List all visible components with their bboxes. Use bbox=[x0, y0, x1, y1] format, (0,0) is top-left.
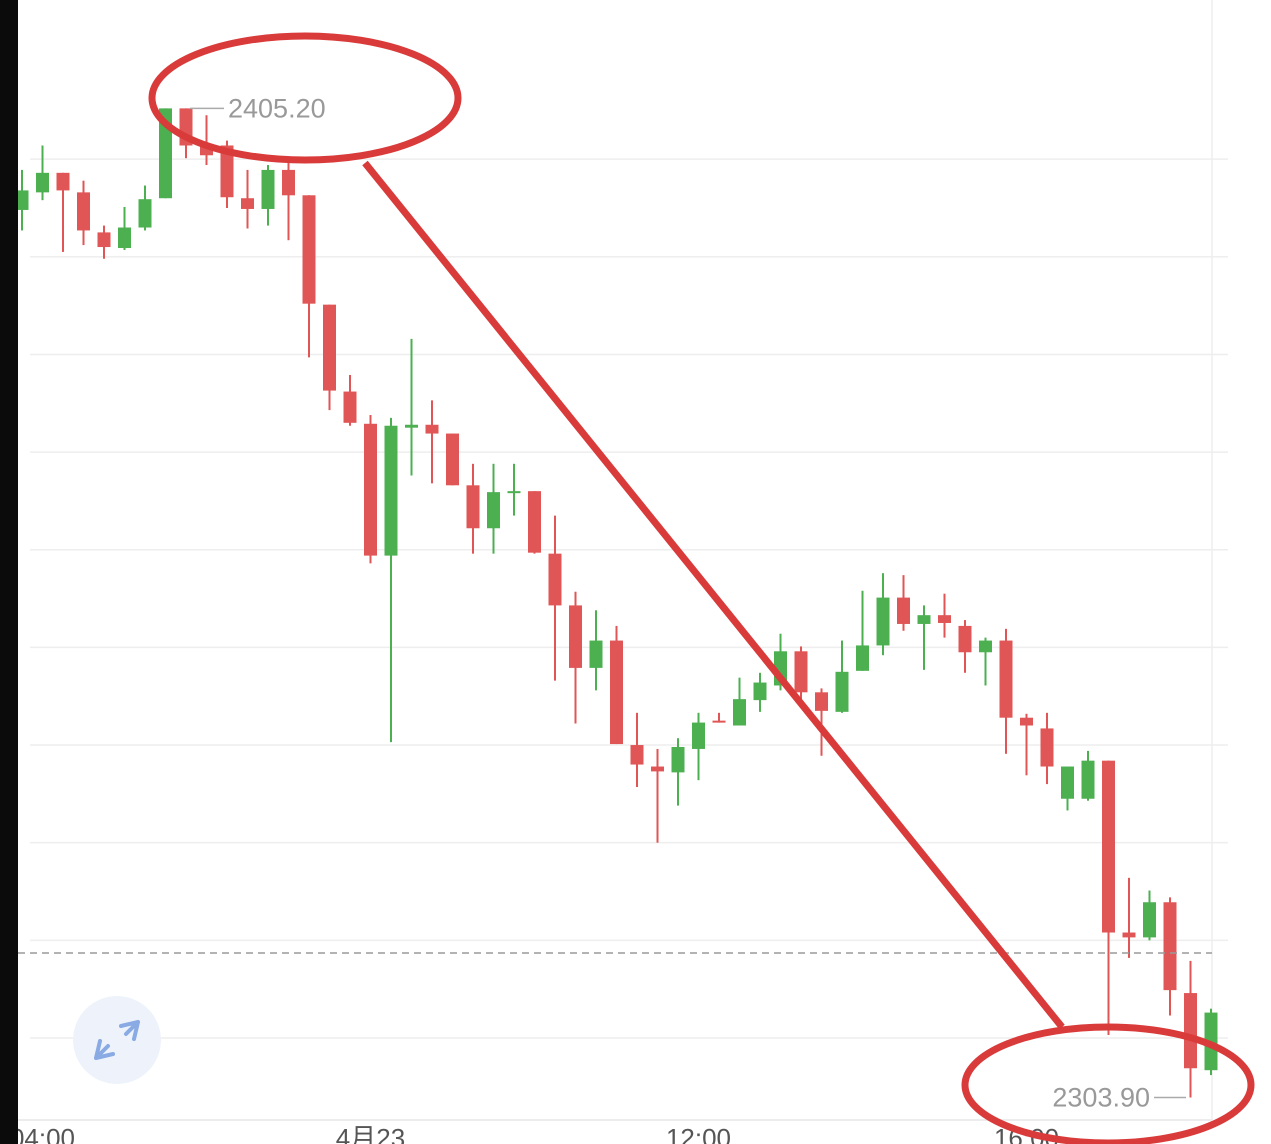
candle-body bbox=[425, 424, 439, 434]
grid bbox=[18, 0, 1228, 1121]
candle-body bbox=[589, 640, 603, 668]
candle-body bbox=[897, 597, 910, 624]
candle-body bbox=[1061, 766, 1074, 799]
x-tick-label: 4月23 bbox=[336, 1123, 405, 1144]
candle-body bbox=[343, 391, 357, 423]
candle-body bbox=[138, 199, 152, 228]
candle-body bbox=[1163, 902, 1177, 991]
candle-body bbox=[815, 692, 828, 711]
candle-body bbox=[405, 424, 418, 428]
candle-body bbox=[241, 198, 254, 209]
candle-body bbox=[77, 192, 90, 231]
candle-body bbox=[753, 682, 767, 701]
candle-body bbox=[835, 671, 849, 712]
expand-bg bbox=[73, 996, 161, 1084]
candle-body bbox=[118, 227, 131, 249]
candle-body bbox=[159, 108, 172, 199]
candle-body bbox=[302, 195, 316, 304]
candle-body bbox=[794, 651, 808, 693]
plot: 2405.20 2303.90 bbox=[15, 94, 1218, 1113]
candle-body bbox=[1020, 717, 1033, 726]
candle-body bbox=[938, 615, 951, 623]
candle-body bbox=[958, 625, 972, 653]
expand-button[interactable] bbox=[73, 996, 161, 1084]
candle-body bbox=[999, 640, 1013, 718]
candle-body bbox=[733, 699, 746, 726]
candle-body bbox=[364, 423, 377, 556]
candle-body bbox=[15, 190, 29, 210]
candle-body bbox=[671, 746, 685, 773]
candle-body bbox=[651, 766, 664, 772]
left-edge bbox=[0, 0, 18, 1144]
x-tick-label: 12:00 bbox=[666, 1123, 731, 1144]
candle-body bbox=[446, 433, 459, 486]
candle-body bbox=[712, 720, 726, 723]
expand-icon bbox=[94, 1020, 140, 1060]
candle-body bbox=[261, 169, 275, 209]
candle-body bbox=[1143, 902, 1156, 938]
candle-body bbox=[220, 145, 234, 198]
x-tick-label: 04:00 bbox=[10, 1123, 75, 1144]
annotation-drawing bbox=[148, 32, 1255, 1144]
candle-body bbox=[487, 492, 500, 529]
candle-body bbox=[56, 172, 70, 191]
min-label: 2303.90 bbox=[1052, 1083, 1150, 1113]
candle-body bbox=[876, 597, 890, 646]
candle-body bbox=[528, 491, 541, 553]
candle-body bbox=[548, 553, 562, 606]
candle-body bbox=[630, 745, 644, 765]
candle-body bbox=[97, 232, 111, 248]
candle-body bbox=[610, 640, 623, 745]
max-label: 2405.20 bbox=[228, 94, 326, 124]
candle-body bbox=[1184, 993, 1197, 1069]
candle-body bbox=[384, 425, 398, 556]
annotation-line bbox=[362, 160, 1065, 1030]
candle-body bbox=[1040, 728, 1054, 767]
candle-body bbox=[979, 640, 992, 653]
candle-body bbox=[917, 615, 931, 624]
candle-body bbox=[856, 645, 869, 671]
candle-body bbox=[569, 605, 582, 668]
candle-body bbox=[1081, 760, 1095, 799]
candle-body bbox=[323, 304, 336, 391]
annotation-ellipse bbox=[961, 1023, 1255, 1144]
candle-body bbox=[692, 722, 705, 749]
annotation-ellipse bbox=[148, 32, 462, 164]
candle-body bbox=[507, 491, 521, 494]
candle-body bbox=[1122, 932, 1136, 938]
candle-body bbox=[200, 145, 213, 156]
candle-body bbox=[1102, 760, 1115, 933]
candle-body bbox=[282, 169, 295, 196]
candle-body bbox=[36, 172, 49, 193]
candle-body bbox=[466, 485, 480, 529]
